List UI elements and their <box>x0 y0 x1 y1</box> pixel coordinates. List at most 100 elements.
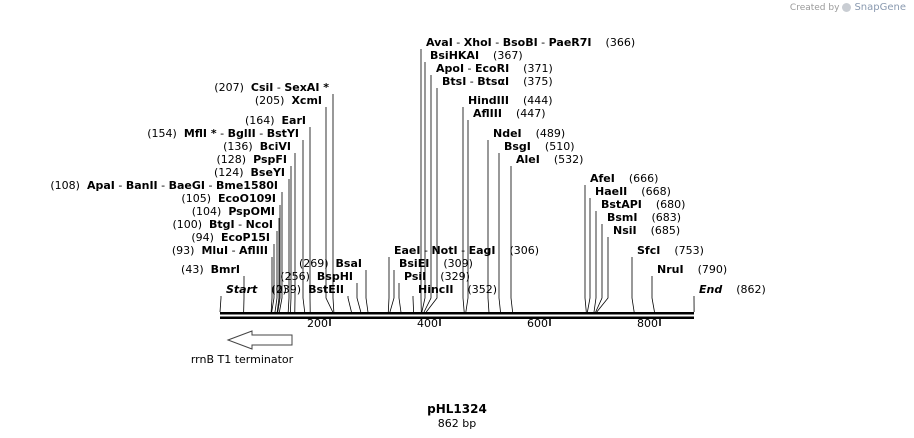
site-position: (256) <box>280 270 310 283</box>
snapgene-credit: Created by SnapGene <box>790 2 906 13</box>
site-label-ndei: NdeI (489) <box>493 127 565 140</box>
feature-label: rrnB T1 terminator <box>191 353 294 366</box>
leader-bsgi <box>498 153 501 313</box>
site-label-eari: (164) EarI <box>245 114 306 127</box>
enzyme-name: SexAI * <box>284 81 329 94</box>
enzyme-name: PsiI <box>404 270 426 283</box>
snapgene-logo-icon <box>842 3 852 12</box>
site-position: (532) <box>554 153 584 166</box>
site-label-end: End (862) <box>699 283 766 296</box>
site-label-ecop15i: (94) EcoP15I <box>191 231 270 244</box>
enzyme-name: BsoBI <box>503 36 538 49</box>
enzyme-name: BmrI <box>211 263 240 276</box>
enzyme-name: AleI <box>516 153 540 166</box>
site-label-btgi: (100) BtgI - NcoI <box>172 218 273 231</box>
enzyme-name: BglII <box>228 127 256 140</box>
enzyme-name: - <box>235 218 246 231</box>
enzyme-name: BseYI <box>251 166 285 179</box>
site-position: (164) <box>245 114 275 127</box>
enzyme-name: CsiI <box>251 81 273 94</box>
site-label-bsgi: BsgI (510) <box>504 140 575 153</box>
site-position: (444) <box>523 94 553 107</box>
site-position: (105) <box>181 192 211 205</box>
credit-brand: SnapGene <box>854 2 906 13</box>
site-label-afei: AfeI (666) <box>590 172 658 185</box>
site-label-bsai: (269) BsaI <box>299 257 362 270</box>
site-label-apai: (108) ApaI - BanII - BaeGI - Bme1580I <box>50 179 278 192</box>
site-label-bcivi: (136) BciVI <box>223 140 291 153</box>
site-label-btsi: BtsI - BtsαI (375) <box>442 75 553 88</box>
leader-ecop15i <box>271 244 275 313</box>
enzyme-name: BstEII <box>308 283 344 296</box>
site-label-hincii: HincII (352) <box>418 283 497 296</box>
site-label-eaei: EaeI - NotI - EagI (306) <box>394 244 539 257</box>
leader-bsiei <box>389 270 395 313</box>
site-position: (510) <box>545 140 575 153</box>
enzyme-name: EcoP15I <box>221 231 270 244</box>
leader-psii <box>398 283 402 313</box>
leader-bsihkai <box>421 62 426 313</box>
leader-hincii <box>412 296 414 313</box>
site-label-mlui: (93) MluI - AflIII <box>172 244 268 257</box>
site-label-pspfi: (128) PspFI <box>217 153 288 166</box>
enzyme-name: BsiHKAI <box>430 49 479 62</box>
enzyme-name: ApoI <box>436 62 464 75</box>
site-position: (94) <box>191 231 214 244</box>
axis-tick-label: 800 <box>637 317 658 330</box>
site-label-bsmi: BsmI (683) <box>607 211 681 224</box>
terminator-arrow-icon <box>226 330 293 350</box>
enzyme-name: BtsI <box>442 75 466 88</box>
site-label-psii: PsiI (329) <box>404 270 470 283</box>
enzyme-name: - <box>115 179 126 192</box>
enzyme-name: PaeR7I <box>549 36 592 49</box>
enzyme-name: - <box>228 244 239 257</box>
enzyme-name: NdeI <box>493 127 522 140</box>
site-label-nrui: NruI (790) <box>657 263 727 276</box>
leader-afei <box>584 185 587 313</box>
enzyme-name: BsmI <box>607 211 638 224</box>
enzyme-name: NcoI <box>246 218 273 231</box>
site-position: (269) <box>299 257 329 270</box>
site-label-pspomi: (104) PspOMI <box>192 205 275 218</box>
site-position: (366) <box>606 36 636 49</box>
leader-apai <box>279 192 283 313</box>
leader-xcmi <box>325 107 334 313</box>
enzyme-name: - <box>273 81 284 94</box>
site-label-alei: AleI (532) <box>516 153 583 166</box>
enzyme-name: - <box>538 36 549 49</box>
site-position: (447) <box>516 107 546 120</box>
sequence-backbone <box>220 312 694 319</box>
leader-mlui <box>270 257 273 313</box>
site-position: (154) <box>147 127 177 140</box>
enzyme-name: BciVI <box>260 140 291 153</box>
leader-pspfi <box>290 166 292 313</box>
leader-haeii <box>587 198 591 313</box>
leader-nrui <box>651 276 655 313</box>
plasmid-name: pHL1324 <box>427 402 487 416</box>
enzyme-name: HindIII <box>468 94 509 107</box>
enzyme-name: - <box>453 36 464 49</box>
leader-csii <box>332 94 335 313</box>
enzyme-name: AflIII <box>239 244 268 257</box>
site-position: (680) <box>656 198 686 211</box>
site-position: (668) <box>641 185 671 198</box>
site-position: (108) <box>50 179 80 192</box>
site-label-bsteii: (239) BstEII <box>272 283 344 296</box>
leader-pspomi <box>276 218 280 313</box>
site-label-avai: AvaI - XhoI - BsoBI - PaeR7I (366) <box>426 36 635 49</box>
site-leader-lines <box>219 49 695 313</box>
enzyme-name: PspFI <box>253 153 287 166</box>
site-label-nsii: NsiI (685) <box>613 224 680 237</box>
leader-sfci <box>631 257 635 313</box>
site-label-xcmi: (205) XcmI <box>255 94 322 107</box>
enzyme-name: NotI <box>431 244 457 257</box>
enzyme-name: BsgI <box>504 140 531 153</box>
enzyme-name: BsiEI <box>399 257 429 270</box>
site-position: (685) <box>651 224 681 237</box>
leader-hindiii <box>462 107 465 313</box>
site-label-hindiii: HindIII (444) <box>468 94 553 107</box>
site-label-apoi: ApoI - EcoRI (371) <box>436 62 553 75</box>
site-position: (683) <box>652 211 682 224</box>
site-position: (136) <box>223 140 253 153</box>
leader-afliii2 <box>465 120 469 313</box>
